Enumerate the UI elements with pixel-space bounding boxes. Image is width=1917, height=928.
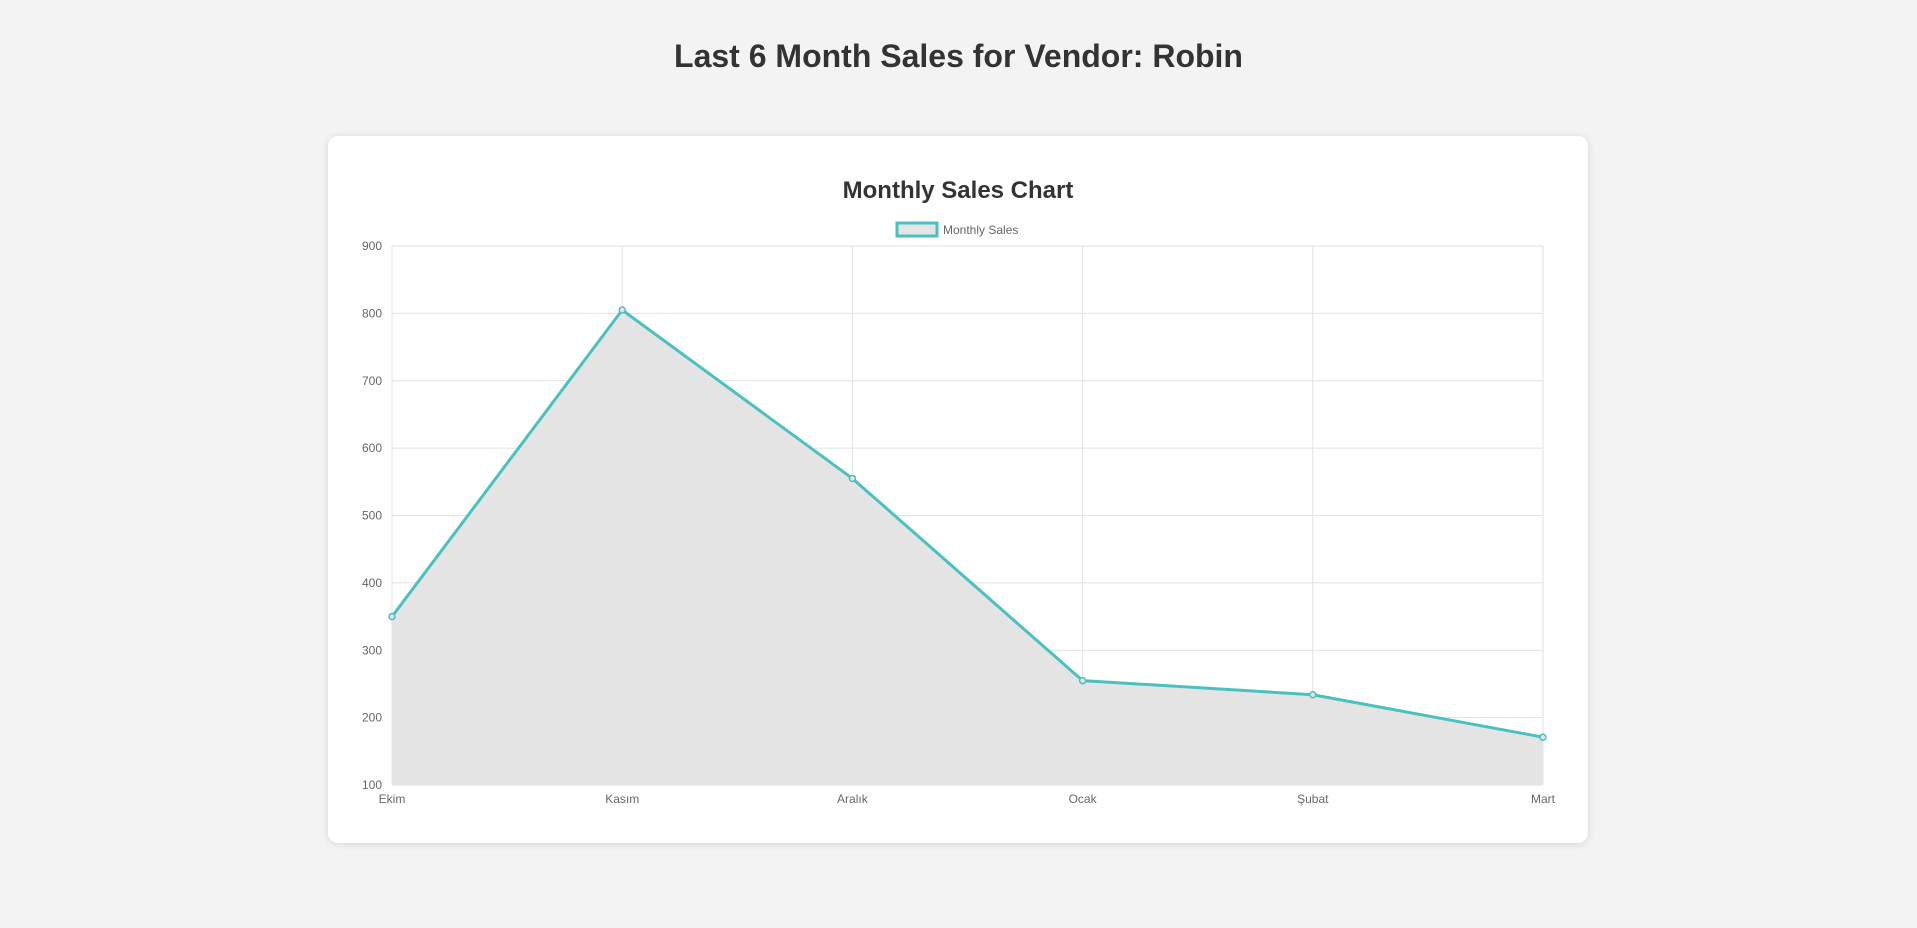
legend-swatch — [895, 221, 939, 238]
series-monthly-sales — [388, 306, 1547, 785]
data-point — [1539, 733, 1547, 741]
page-title: Last 6 Month Sales for Vendor: Robin — [674, 38, 1243, 74]
x-tick-label: Kasım — [605, 792, 639, 806]
y-tick-label: 200 — [362, 711, 382, 725]
data-point — [848, 474, 857, 483]
y-tick-label: 400 — [362, 576, 382, 590]
x-tick-label: Şubat — [1297, 792, 1329, 806]
legend-label-monthly-sales: Monthly Sales — [943, 223, 1018, 237]
y-tick-label: 500 — [362, 509, 382, 523]
y-tick-label: 900 — [362, 239, 382, 253]
y-tick-label: 800 — [362, 306, 382, 320]
data-point — [618, 306, 626, 314]
y-tick-label: 700 — [362, 374, 382, 388]
chart-legend[interactable]: Monthly Sales — [895, 221, 1018, 238]
x-axis-ticks: Ekim Kasım Aralık Ocak Şubat Mart — [379, 792, 1556, 806]
x-tick-label: Mart — [1531, 792, 1556, 806]
chart-card: Monthly Sales Chart Monthly Sales 900 800… — [328, 136, 1588, 843]
chart-title: Monthly Sales Chart — [843, 177, 1074, 204]
y-tick-label: 600 — [362, 441, 382, 455]
y-tick-label: 100 — [362, 778, 382, 792]
data-point — [1309, 690, 1317, 699]
data-point — [1078, 676, 1087, 685]
sales-line-chart: Monthly Sales Chart Monthly Sales 900 800… — [362, 177, 1556, 806]
x-tick-label: Ekim — [379, 792, 406, 806]
y-axis-ticks: 900 800 700 600 500 400 300 200 100 — [362, 239, 382, 792]
x-tick-label: Aralık — [837, 792, 869, 806]
series-area-fill — [392, 310, 1543, 785]
x-tick-label: Ocak — [1069, 792, 1098, 806]
data-point — [388, 612, 396, 621]
y-tick-label: 300 — [362, 643, 382, 657]
series-line — [390, 308, 1544, 739]
